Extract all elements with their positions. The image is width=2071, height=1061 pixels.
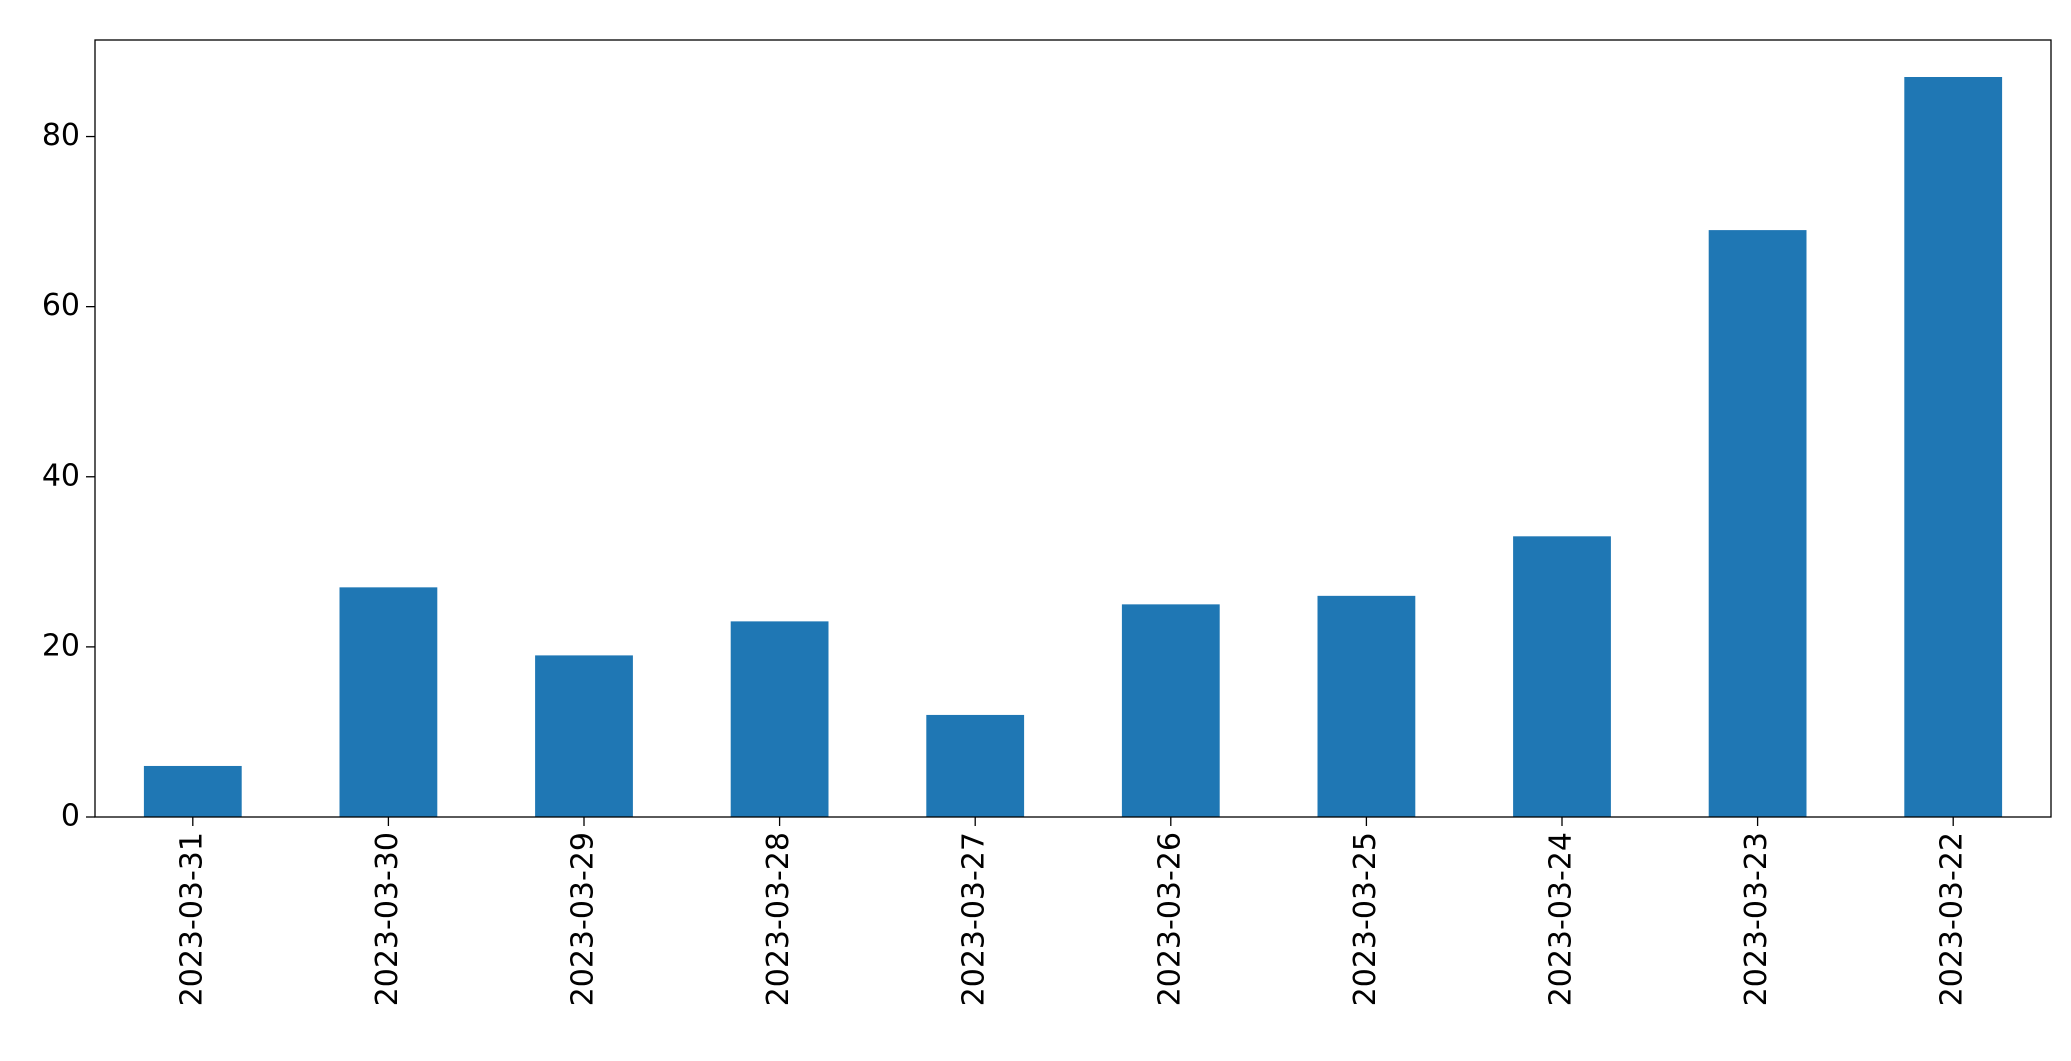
y-tick-label: 60: [42, 288, 80, 323]
bar: [1708, 230, 1807, 817]
bar: [730, 621, 829, 817]
x-tick-label: 2023-03-22: [1935, 832, 1970, 1006]
x-tick-label: 2023-03-31: [174, 832, 209, 1006]
x-tick-label: 2023-03-27: [957, 832, 992, 1006]
x-tick-label: 2023-03-26: [1152, 832, 1187, 1006]
x-tick-label: 2023-03-28: [761, 832, 796, 1006]
bar: [535, 655, 633, 817]
x-tick-label: 2023-03-25: [1348, 832, 1383, 1006]
y-tick-label: 40: [42, 458, 80, 493]
y-tick-label: 0: [61, 799, 80, 834]
x-tick-label: 2023-03-24: [1544, 832, 1579, 1006]
bar: [1317, 595, 1416, 817]
y-tick-label: 20: [42, 628, 80, 663]
x-tick-label: 2023-03-23: [1739, 832, 1774, 1006]
axes-frame: [94, 39, 2052, 818]
bar: [1904, 77, 2003, 817]
bar: [1121, 604, 1220, 817]
x-tick-label: 2023-03-29: [566, 832, 601, 1006]
bar: [926, 714, 1025, 817]
y-tick-label: 80: [42, 118, 80, 153]
bar: [1513, 536, 1611, 817]
bar: [143, 765, 242, 817]
bar: [339, 587, 438, 817]
x-tick-label: 2023-03-30: [370, 832, 405, 1006]
